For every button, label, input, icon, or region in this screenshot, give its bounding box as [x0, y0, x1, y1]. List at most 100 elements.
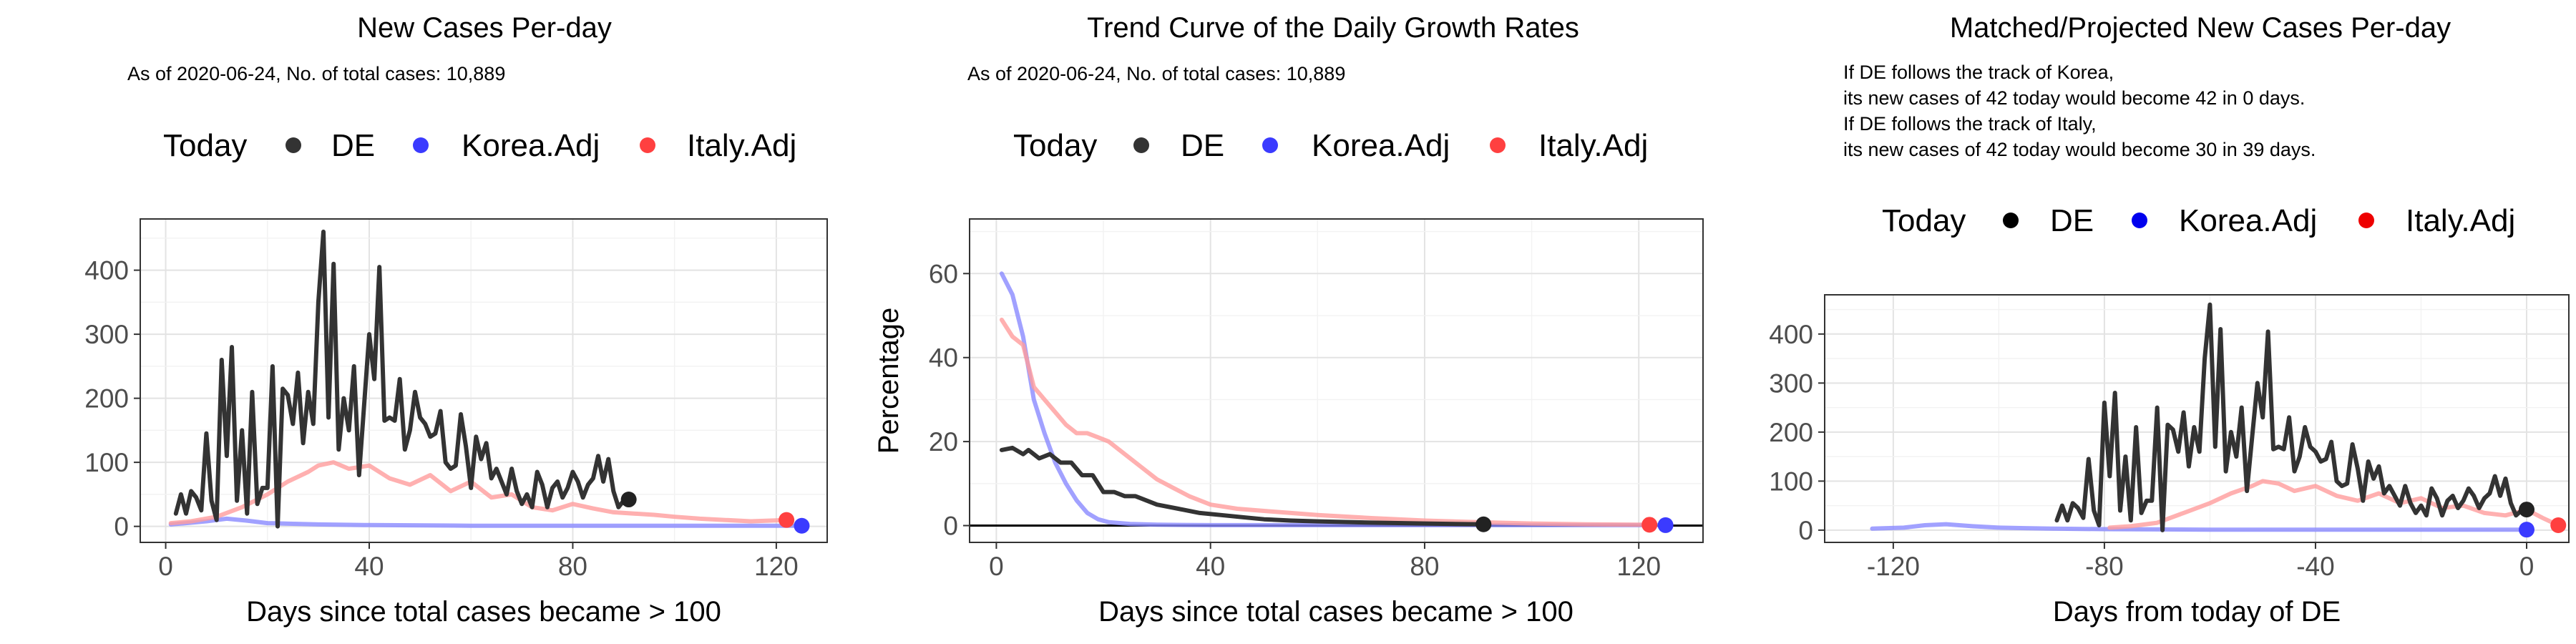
x-tick-label: 0: [158, 552, 173, 581]
series-layer: [1870, 302, 2561, 532]
series-layer: [999, 271, 1668, 527]
legend-label-korea: Korea.Adj: [462, 128, 600, 163]
plot-background: [970, 219, 1703, 542]
x-tick-label: 120: [754, 552, 799, 581]
today-points-layer: [620, 492, 810, 534]
x-tick-label: -120: [1867, 552, 1920, 581]
today-point-de: [2518, 502, 2534, 518]
y-tick-label: 300: [84, 320, 129, 349]
y-tick-label: 0: [943, 512, 958, 541]
panel-subtitle-line: As of 2020-06-24, No. of total cases: 10…: [127, 63, 505, 84]
panel-title: Matched/Projected New Cases Per-day: [1950, 12, 2451, 44]
x-axis-ticks: 0 40 80 120: [158, 542, 799, 581]
today-point-italy: [1641, 517, 1658, 533]
x-tick-label: -80: [2085, 552, 2123, 581]
series-line-italy: [999, 317, 1652, 527]
x-axis-ticks: 0 40 80 120: [989, 542, 1661, 581]
legend-title: Today: [163, 128, 247, 163]
x-tick-label: 40: [354, 552, 384, 581]
x-axis-ticks: -120 -80 -40 0: [1867, 542, 2534, 581]
y-tick-label: 100: [1769, 467, 1813, 496]
legend-label-italy: Italy.Adj: [1538, 128, 1648, 163]
y-tick-label: 0: [1798, 516, 1813, 545]
legend-label-de: DE: [2050, 203, 2094, 238]
y-tick-label: 400: [1769, 320, 1813, 349]
legend-key-korea: [1262, 137, 1278, 153]
plot-area: 0 100 200 300 400 0 40 80 120: [84, 218, 828, 581]
x-axis-label: Days since total cases became > 100: [1098, 596, 1574, 628]
x-tick-label: 0: [989, 552, 1004, 581]
today-point-italy: [779, 512, 795, 528]
legend-title: Today: [1882, 203, 1966, 238]
today-point-de: [620, 492, 637, 508]
series-layer: [168, 229, 804, 529]
x-tick-label: 0: [2519, 552, 2534, 581]
legend-key-italy: [2358, 213, 2374, 228]
series-line-de: [173, 229, 631, 529]
legend-label-de: DE: [331, 128, 375, 163]
x-tick-label: 40: [1196, 552, 1225, 581]
y-tick-label: 0: [114, 512, 129, 542]
x-axis-label: Days from today of DE: [2053, 596, 2341, 628]
y-axis-ticks: 0 100 200 300 400: [84, 256, 140, 542]
panel-subtitle-line: its new cases of 42 today would become 4…: [1843, 87, 2305, 109]
today-point-de: [1475, 516, 1492, 532]
plot-area: 0 20 40 60 0 40 80 120: [929, 218, 1704, 581]
today-point-korea: [2518, 522, 2534, 538]
y-tick-label: 60: [929, 259, 958, 288]
x-tick-label: 80: [558, 552, 587, 581]
y-axis-ticks: 0 20 40 60: [929, 259, 970, 541]
legend-key-korea: [413, 137, 429, 153]
legend: Today DE Korea.Adj Italy.Adj: [1013, 128, 1648, 163]
panel-subtitle-line: As of 2020-06-24, No. of total cases: 10…: [967, 63, 1345, 84]
panel-subtitle-line: If DE follows the track of Korea,: [1843, 62, 2114, 83]
plot-background: [1825, 295, 2569, 542]
x-tick-label: 120: [1616, 552, 1661, 581]
plot-area: 0 100 200 300 400 -120 -80 -40 0: [1769, 294, 2570, 581]
panel-title: Trend Curve of the Daily Growth Rates: [1087, 12, 1579, 44]
today-point-italy: [2550, 517, 2567, 534]
series-line-korea: [168, 516, 804, 528]
today-points-layer: [1475, 516, 1674, 533]
y-tick-label: 400: [84, 256, 129, 286]
legend-title: Today: [1013, 128, 1097, 163]
panel-subtitle-line: If DE follows the track of Italy,: [1843, 113, 2097, 135]
today-points-layer: [2518, 502, 2567, 538]
panel-title: New Cases Per-day: [357, 12, 612, 44]
series-line-de: [2054, 302, 2529, 532]
legend: Today DE Korea.Adj Italy.Adj: [163, 128, 796, 163]
x-tick-label: -40: [2296, 552, 2334, 581]
series-line-korea: [1870, 522, 2529, 532]
y-axis-ticks: 0 100 200 300 400: [1769, 320, 1825, 545]
plot-border: [1824, 294, 2570, 543]
legend: Today DE Korea.Adj Italy.Adj: [1882, 203, 2515, 238]
panel-new-cases: New Cases Per-day As of 2020-06-24, No. …: [84, 12, 828, 628]
y-axis-label: Percentage: [873, 308, 904, 454]
panel-growth-rates: Trend Curve of the Daily Growth Rates As…: [873, 12, 1704, 628]
panel-matched-projected: Matched/Projected New Cases Per-day If D…: [1769, 12, 2570, 628]
legend-key-de: [1133, 137, 1149, 153]
y-tick-label: 40: [929, 343, 958, 373]
plot-border: [140, 218, 828, 543]
legend-label-italy: Italy.Adj: [2406, 203, 2515, 238]
today-point-korea: [794, 517, 810, 534]
legend-key-korea: [2132, 213, 2147, 228]
today-point-korea: [1657, 517, 1674, 533]
series-line-italy: [168, 460, 789, 526]
legend-label-de: DE: [1181, 128, 1224, 163]
legend-label-korea: Korea.Adj: [2179, 203, 2317, 238]
x-tick-label: 80: [1410, 552, 1439, 581]
y-tick-label: 300: [1769, 369, 1813, 398]
x-axis-label: Days since total cases became > 100: [246, 596, 721, 628]
legend-label-italy: Italy.Adj: [687, 128, 796, 163]
series-line-de: [999, 445, 1486, 527]
y-tick-label: 200: [1769, 418, 1813, 447]
plot-border: [969, 218, 1704, 543]
legend-key-de: [2003, 213, 2019, 228]
y-tick-label: 200: [84, 384, 129, 414]
legend-label-korea: Korea.Adj: [1312, 128, 1450, 163]
legend-key-de: [286, 137, 301, 153]
series-line-italy: [2107, 479, 2561, 530]
y-tick-label: 100: [84, 448, 129, 477]
y-tick-label: 20: [929, 427, 958, 457]
